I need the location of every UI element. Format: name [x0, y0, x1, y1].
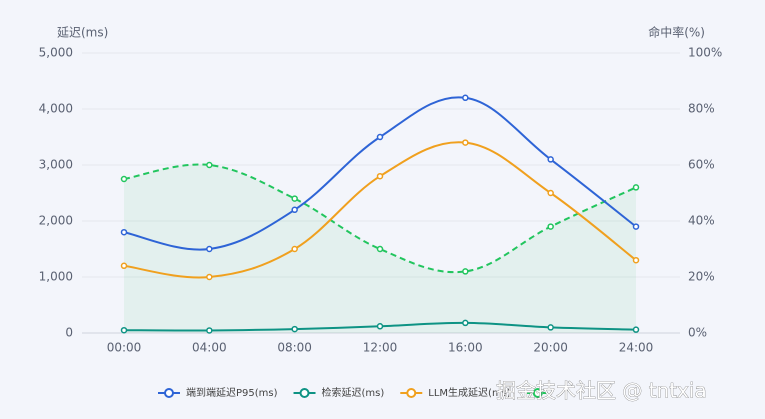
y2-tick-label: 60%: [688, 158, 715, 172]
data-point: [462, 319, 469, 327]
legend-item: 检索延迟(ms): [293, 386, 385, 399]
data-point: [376, 172, 384, 180]
legend-marker: [532, 388, 543, 398]
data-point: [632, 184, 640, 191]
legend-marker: [406, 388, 417, 398]
data-point: [206, 273, 213, 281]
data-point: [547, 223, 554, 230]
data-point: [547, 324, 554, 331]
legend-item: LLM生成延迟(ms): [400, 386, 511, 399]
data-point: [462, 268, 469, 275]
area: [124, 164, 636, 333]
legend-marker: [164, 388, 174, 398]
x-tick-label: 00:00: [107, 341, 142, 355]
y-tick-label: 0: [65, 326, 73, 340]
data-point: [462, 94, 469, 102]
data-point: [120, 228, 128, 236]
legend-label: 检索延迟(ms): [322, 386, 385, 399]
x-tick-label: 04:00: [192, 341, 227, 355]
x-tick-label: 20:00: [533, 341, 568, 355]
data-point: [462, 139, 469, 146]
y2-tick-label: 40%: [688, 214, 715, 228]
data-point: [291, 245, 298, 253]
data-point: [632, 223, 640, 230]
data-point: [632, 256, 640, 264]
x-tick-label: 24:00: [619, 341, 654, 355]
data-point: [291, 195, 298, 202]
legend-item: [526, 388, 549, 398]
data-point: [376, 133, 384, 141]
y-tick-label: 1,000: [39, 270, 73, 284]
data-point: [206, 327, 213, 334]
legend-marker: [299, 388, 310, 398]
y2-tick-label: 0%: [688, 326, 707, 340]
y2-tick-label: 80%: [688, 102, 715, 116]
data-point: [376, 245, 384, 253]
y2-axis-title: 命中率(%): [648, 25, 705, 40]
data-point: [547, 189, 554, 197]
data-point: [291, 206, 298, 214]
data-point: [206, 245, 213, 253]
legend-label: 端到端延迟P95(ms): [186, 386, 278, 399]
y2-tick-label: 20%: [688, 270, 715, 284]
data-point: [632, 326, 640, 333]
x-tick-label: 08:00: [277, 341, 312, 355]
y-tick-label: 2,000: [39, 214, 73, 228]
watermark: 掘金技术社区 @ tntxia: [496, 379, 707, 403]
data-point: [291, 325, 298, 333]
legend-item: 端到端延迟P95(ms): [158, 386, 278, 399]
data-point: [120, 175, 128, 183]
data-point: [120, 326, 128, 334]
x-tick-label: 12:00: [363, 341, 398, 355]
data-point: [376, 323, 384, 330]
y-tick-label: 5,000: [39, 46, 73, 60]
y-axis-title: 延迟(ms): [57, 26, 108, 40]
data-point: [547, 156, 554, 163]
legend-label: LLM生成延迟(ms): [428, 386, 511, 399]
data-point: [206, 161, 213, 169]
data-point: [120, 262, 128, 270]
x-tick-label: 16:00: [448, 341, 483, 355]
y-tick-label: 3,000: [39, 158, 73, 172]
y2-tick-label: 100%: [688, 46, 722, 60]
y-tick-label: 4,000: [39, 102, 73, 116]
